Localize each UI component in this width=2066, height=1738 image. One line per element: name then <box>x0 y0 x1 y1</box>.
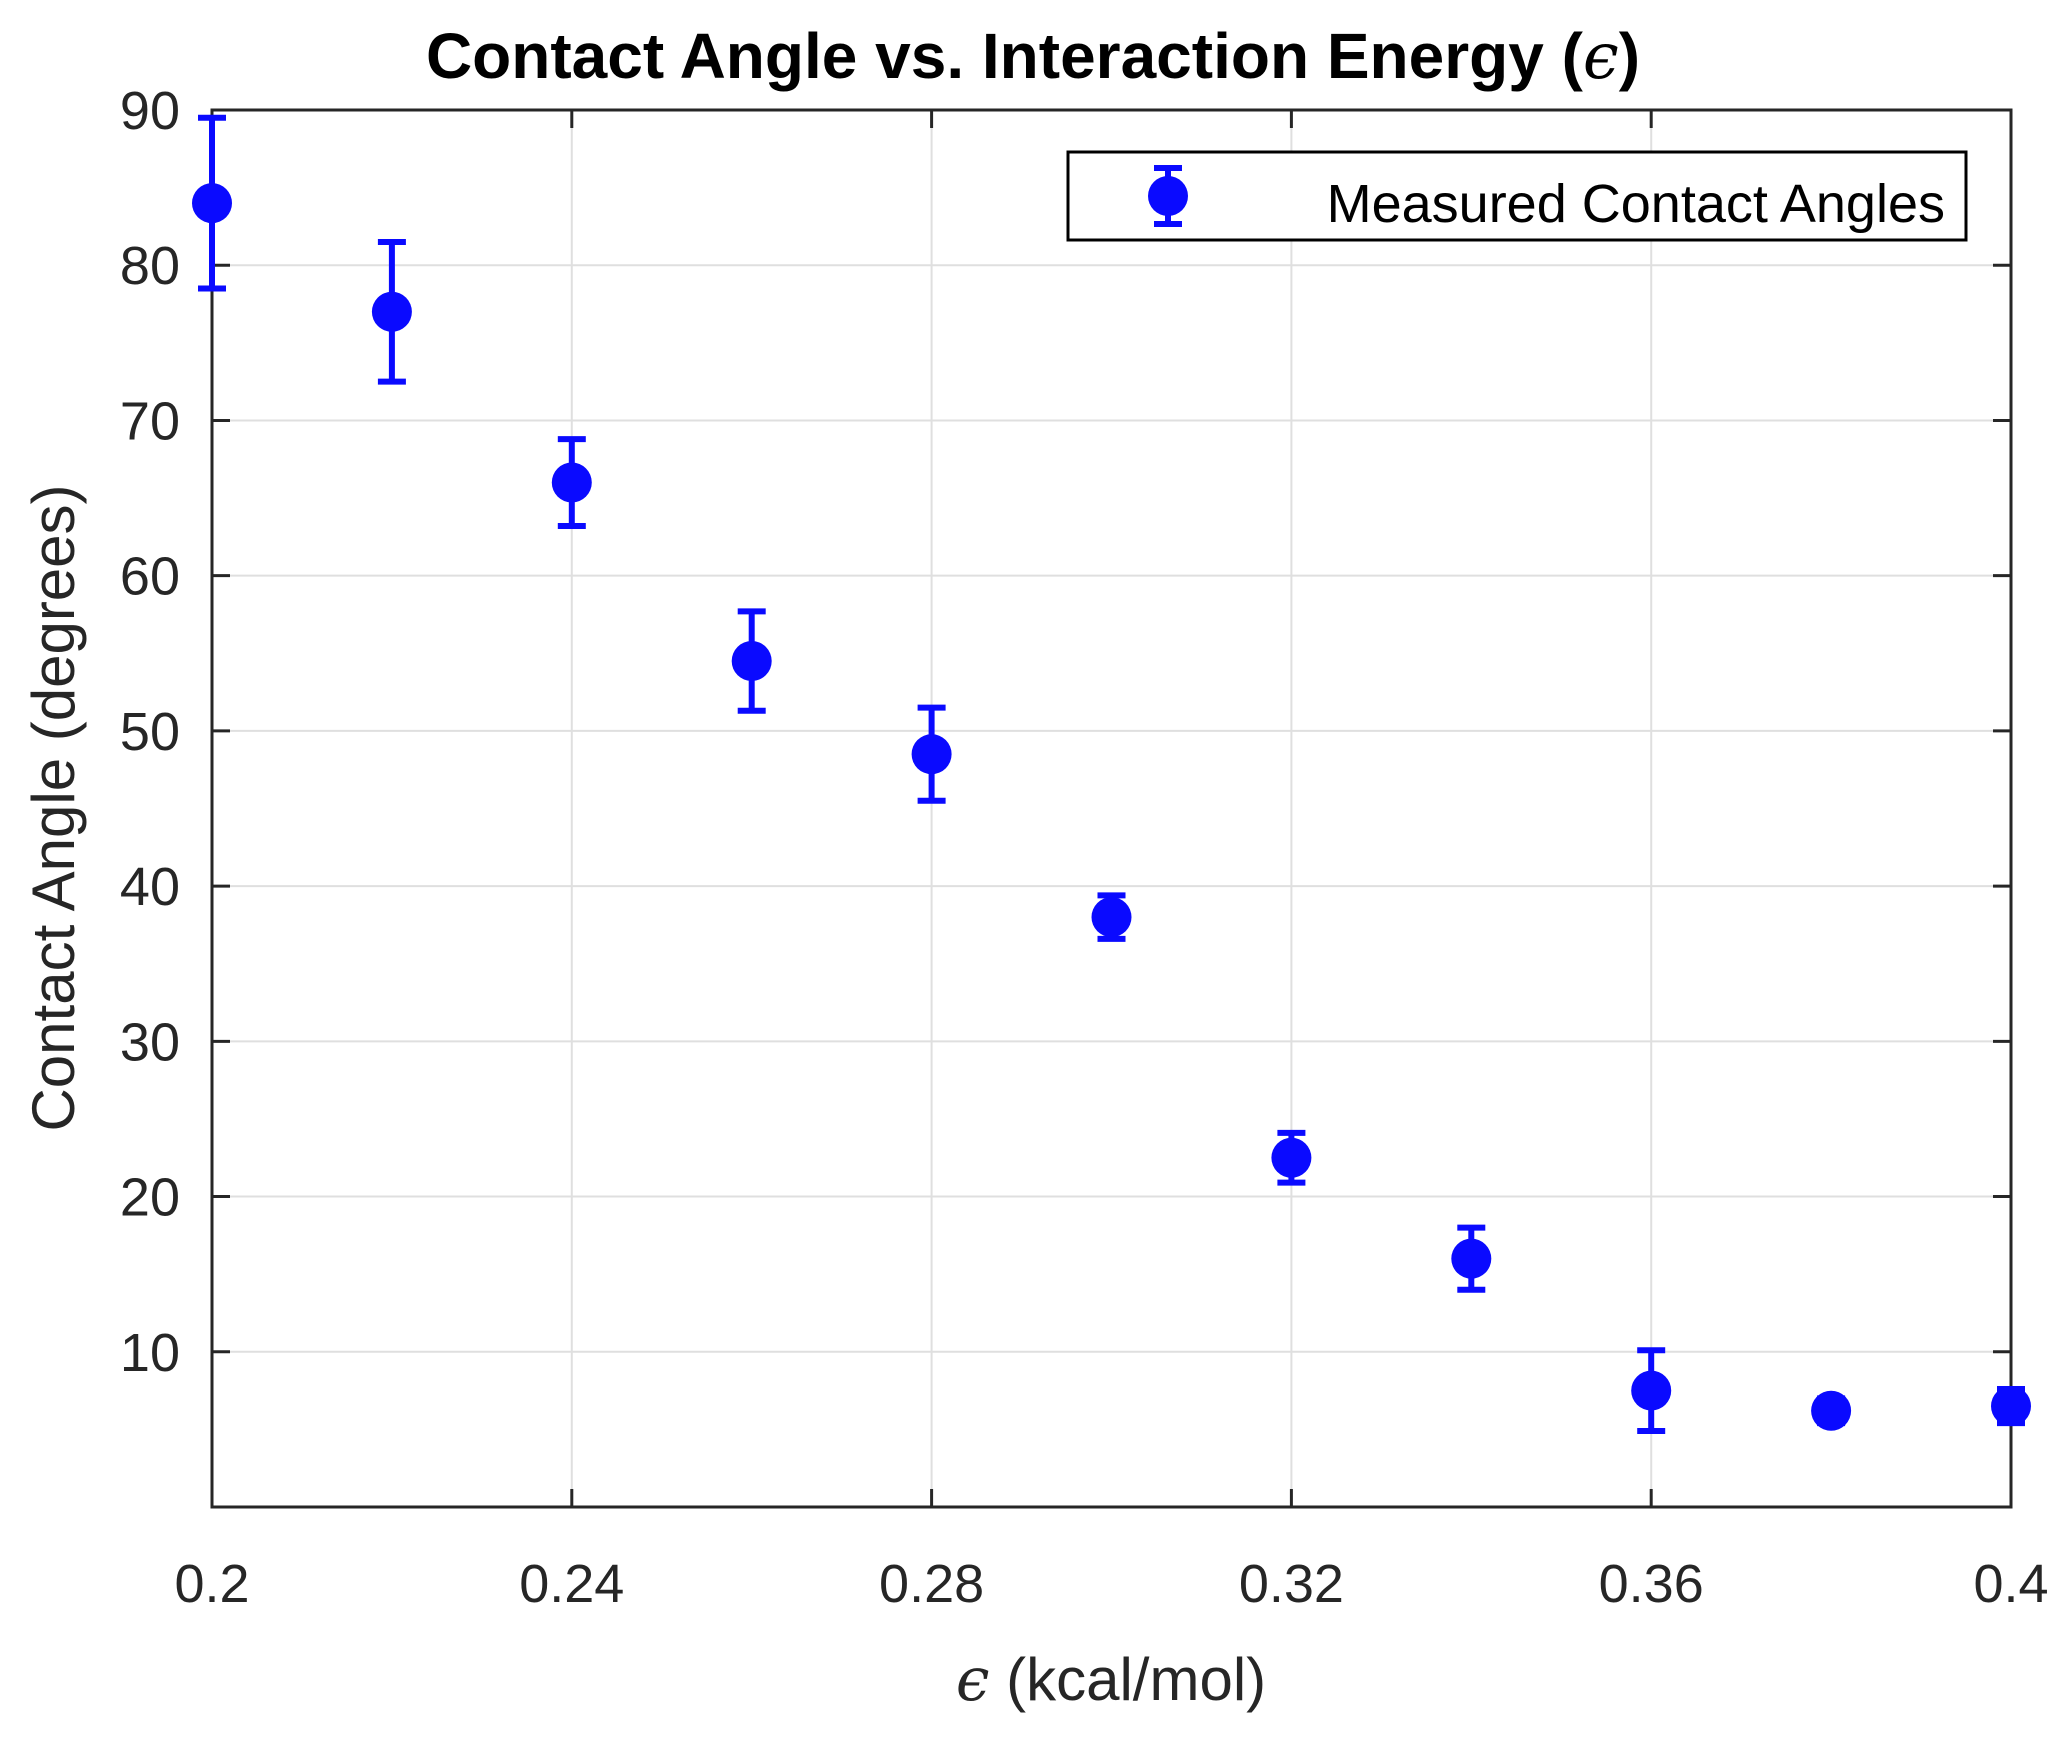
y-axis-label: Contact Angle (degrees) <box>20 484 87 1131</box>
data-point <box>731 608 772 714</box>
data-marker <box>551 462 592 503</box>
x-tick-label: 0.36 <box>1599 1554 1704 1614</box>
data-point <box>1271 1129 1312 1186</box>
data-point <box>1991 1386 2031 1427</box>
y-tick-label: 60 <box>120 547 180 607</box>
chart-title: Contact Angle vs. Interaction Energy (ϵ) <box>426 20 1640 94</box>
data-marker <box>371 291 412 332</box>
data-marker <box>911 734 952 775</box>
y-tick-label: 10 <box>120 1323 180 1383</box>
legend-marker-dot <box>1148 176 1188 216</box>
x-axis-label-text: (kcal/mol) <box>989 1646 1266 1713</box>
y-tick-label: 80 <box>120 236 180 296</box>
x-tick-label: 0.2 <box>174 1554 249 1614</box>
data-point <box>371 238 412 385</box>
data-point <box>1631 1347 1672 1434</box>
data-marker <box>1991 1386 2031 1427</box>
x-tick-label: 0.4 <box>1973 1554 2048 1614</box>
x-axis-epsilon-symbol: ϵ <box>956 1645 990 1715</box>
data-point <box>911 704 952 804</box>
data-point <box>1451 1224 1492 1293</box>
x-tick-label: 0.28 <box>879 1554 984 1614</box>
data-point <box>1811 1390 1852 1431</box>
data-marker <box>1451 1238 1492 1279</box>
legend-label: Measured Contact Angles <box>1327 174 1945 234</box>
legend-box <box>1066 150 1968 242</box>
data-point <box>192 114 232 292</box>
data-marker <box>192 183 232 224</box>
data-marker <box>1271 1137 1312 1178</box>
legend-marker-icon <box>1148 165 1188 227</box>
y-tick-label: 40 <box>120 857 180 917</box>
x-tick-label: 0.24 <box>519 1554 624 1614</box>
plot-frame <box>210 108 2013 1509</box>
y-tick-label: 50 <box>120 702 180 762</box>
x-tick-label: 0.32 <box>1239 1554 1344 1614</box>
grid <box>211 109 2012 1507</box>
y-tick-label: 20 <box>120 1168 180 1228</box>
y-tick-label: 30 <box>120 1012 180 1072</box>
chart-title-suffix: ) <box>1619 20 1640 92</box>
data-marker <box>1631 1370 1672 1411</box>
chart-title-epsilon-symbol: ϵ <box>1583 20 1619 94</box>
data-series <box>192 114 2031 1434</box>
data-point <box>551 436 592 529</box>
y-tick-label: 90 <box>120 81 180 141</box>
data-point <box>1091 892 1132 942</box>
y-tick-label: 70 <box>120 391 180 451</box>
chart-title-text: Contact Angle vs. Interaction Energy ( <box>426 20 1584 92</box>
x-axis-label: ϵ (kcal/mol) <box>956 1645 1266 1715</box>
legend: Measured Contact Angles <box>1066 150 1968 242</box>
data-marker <box>1811 1390 1852 1431</box>
ticks: 0.2 0.24 0.28 0.32 0.36 0.4 10 20 30 40 50 60 70 80 90 <box>120 81 2049 1614</box>
data-marker <box>1091 897 1132 938</box>
data-marker <box>731 641 772 682</box>
